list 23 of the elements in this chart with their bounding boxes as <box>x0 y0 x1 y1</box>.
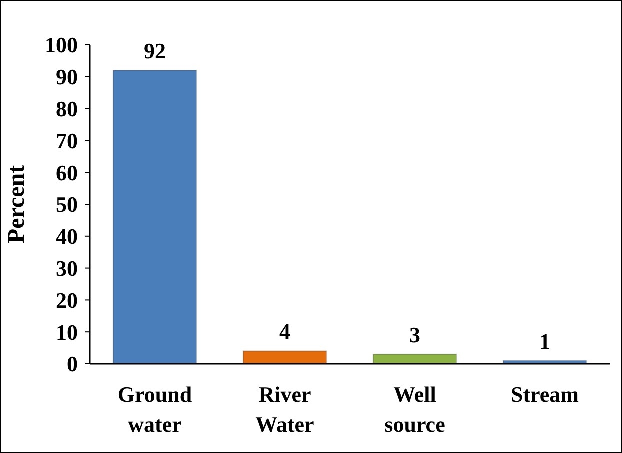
bar <box>372 354 458 364</box>
bar <box>242 350 328 364</box>
data-label: 92 <box>144 38 166 64</box>
data-label: 1 <box>540 328 550 354</box>
y-tick-label: 80 <box>56 96 78 122</box>
y-tick-label: 30 <box>56 256 78 281</box>
x-tick-label: Ground water <box>118 382 192 437</box>
y-tick-label: 20 <box>56 288 78 313</box>
y-tick-label: 0 <box>67 352 78 377</box>
x-tick-label: Stream <box>510 382 580 407</box>
y-tick-label: 40 <box>56 224 78 250</box>
bar <box>112 70 198 364</box>
y-tick-label: 70 <box>56 128 78 154</box>
data-label: 4 <box>280 319 290 344</box>
y-tick-label: 60 <box>56 160 78 186</box>
y-axis-title: Percent <box>4 165 30 244</box>
x-tick-label: River Water <box>256 382 315 437</box>
y-tick-label: 100 <box>45 32 78 58</box>
data-label: 3 <box>410 322 420 348</box>
y-tick-label: 90 <box>56 64 78 90</box>
y-tick-label: 10 <box>56 320 78 345</box>
y-tick-label: 50 <box>56 192 78 218</box>
x-tick-label: Well source <box>384 382 446 437</box>
